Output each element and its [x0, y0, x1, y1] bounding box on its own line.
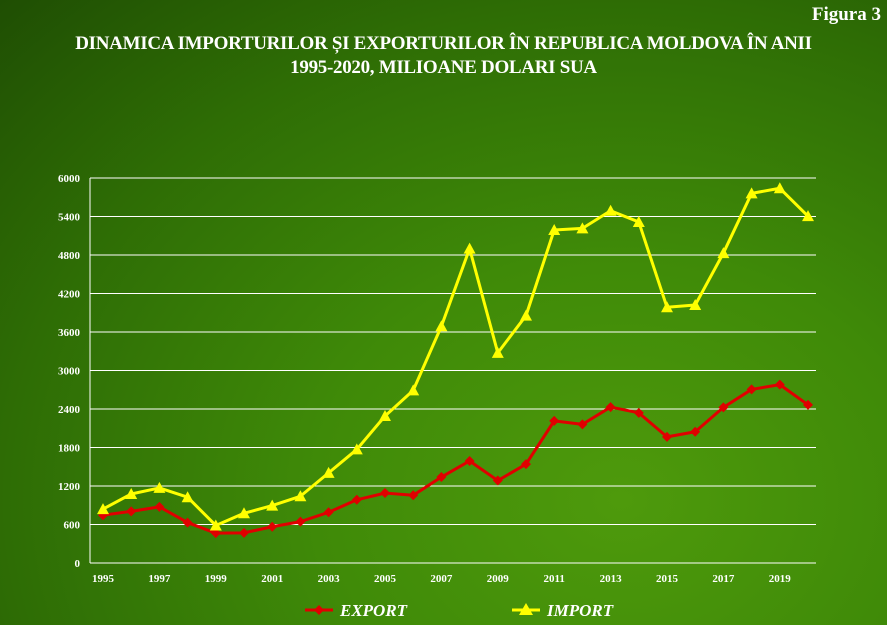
x-tick-label: 2017: [712, 573, 735, 585]
import-point: [717, 247, 730, 259]
y-tick-label: 1200: [58, 481, 81, 493]
x-tick-label: 2011: [543, 573, 564, 585]
x-tick-label: 1997: [148, 573, 171, 585]
grid-lines: [89, 177, 816, 564]
export-point: [803, 399, 813, 410]
x-tick-label: 2007: [430, 573, 453, 585]
export-point: [521, 459, 531, 470]
y-axis-ticks: 0 600 1200 1800 2400 3000 3600 4200 4800 5400 6000: [58, 173, 81, 570]
import-point: [350, 443, 363, 455]
legend-label: IMPORT: [546, 601, 614, 620]
import-point: [661, 301, 673, 313]
export-point: [577, 419, 588, 430]
y-tick-label: 1800: [58, 443, 81, 455]
import-point: [745, 187, 758, 199]
import-point: [632, 215, 645, 227]
export-point: [718, 402, 729, 413]
figure-label: Figura 3: [811, 4, 881, 25]
import-point: [322, 466, 335, 478]
export-point: [154, 501, 165, 512]
y-tick-label: 5400: [58, 212, 81, 224]
export-point: [746, 384, 757, 395]
y-tick-label: 2400: [58, 404, 81, 416]
x-tick-label: 1999: [205, 573, 228, 585]
export-point: [605, 402, 616, 413]
export-point: [408, 490, 419, 501]
export-point: [295, 516, 306, 527]
legend: EXPORT IMPORT: [305, 601, 614, 620]
y-tick-label: 3600: [58, 327, 81, 339]
import-point: [153, 481, 166, 493]
y-tick-label: 4200: [58, 289, 81, 301]
export-point: [210, 528, 221, 539]
y-tick-label: 3000: [58, 366, 81, 378]
import-point: [604, 204, 617, 216]
export-point: [633, 407, 644, 418]
series-import: [97, 182, 814, 531]
import-point: [266, 499, 279, 511]
export-point: [690, 426, 701, 437]
import-point: [802, 210, 814, 222]
export-point: [126, 506, 137, 517]
export-point: [351, 494, 362, 505]
import-point: [125, 488, 138, 500]
y-tick-label: 4800: [58, 250, 81, 262]
import-point: [181, 491, 194, 503]
x-tick-label: 2001: [261, 573, 283, 585]
x-tick-label: 2009: [487, 573, 510, 585]
export-point: [380, 488, 390, 499]
chart-title-line1: DINAMICA IMPORTURILOR ȘI EXPORTURILOR ÎN…: [75, 33, 812, 54]
import-point: [97, 503, 109, 515]
chart-title-line2: 1995-2020, MILIOANE DOLARI SUA: [290, 57, 597, 78]
export-point: [239, 527, 249, 538]
export-point: [662, 431, 672, 442]
import-point: [773, 182, 786, 194]
export-point: [323, 507, 334, 518]
x-axis-ticks: 1995 1997 1999 2001 2003 2005 2007 2009 2011 2013…: [92, 573, 791, 585]
export-point: [182, 517, 193, 528]
import-point: [576, 222, 589, 234]
legend-marker: [314, 605, 324, 615]
x-tick-label: 2005: [374, 573, 397, 585]
legend-item-export: EXPORT: [305, 601, 408, 620]
import-point: [435, 320, 448, 332]
export-point: [492, 475, 503, 486]
y-tick-label: 600: [64, 520, 81, 532]
x-tick-label: 2013: [600, 573, 623, 585]
export-point: [549, 415, 560, 426]
legend-item-import: IMPORT: [512, 601, 614, 620]
import-point: [548, 223, 561, 235]
legend-marker: [519, 603, 533, 615]
import-point: [463, 242, 476, 254]
export-point: [774, 379, 785, 390]
y-tick-label: 0: [75, 558, 81, 570]
y-tick-label: 6000: [58, 173, 81, 185]
series-export: [98, 379, 813, 539]
export-point: [436, 472, 447, 483]
legend-label: EXPORT: [339, 601, 408, 620]
import-point: [520, 309, 532, 321]
x-tick-label: 2003: [318, 573, 341, 585]
export-line: [102, 383, 809, 535]
import-point: [407, 384, 420, 396]
import-point: [379, 410, 391, 422]
x-tick-label: 2019: [769, 573, 792, 585]
export-point: [464, 455, 475, 466]
import-point: [294, 490, 307, 502]
x-tick-label: 2015: [656, 573, 679, 585]
import-point: [238, 507, 250, 519]
export-point: [267, 521, 278, 532]
chart-title: DINAMICA IMPORTURILOR ȘI EXPORTURILOR ÎN…: [0, 32, 887, 80]
import-point: [491, 346, 504, 358]
x-tick-label: 1995: [92, 573, 115, 585]
import-point: [209, 519, 222, 531]
import-point: [689, 299, 702, 311]
import-line: [102, 186, 810, 527]
series-group: [97, 182, 814, 539]
